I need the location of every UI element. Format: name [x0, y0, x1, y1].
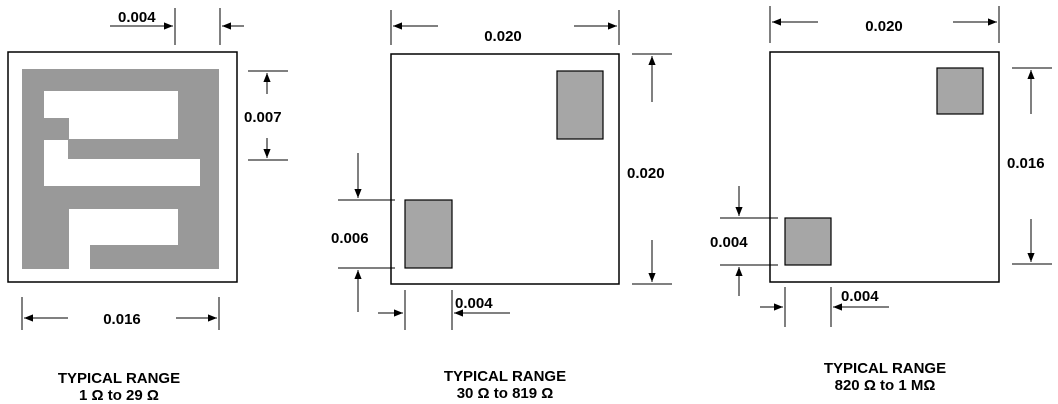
chip-3-pad-top-right	[936, 67, 984, 115]
chip-3-dim-bottom	[760, 287, 889, 327]
chip-2-dim-top-label: 0.020	[484, 28, 522, 45]
chip-3: 0.020 0.016 0.004 0.004 TYPICAL RANGE 82…	[710, 6, 1052, 394]
chip-1-dim-right-label: 0.007	[244, 109, 282, 126]
chip-2-caption-title: TYPICAL RANGE	[444, 368, 566, 385]
chip-1-dim-bottom	[21, 297, 220, 330]
chip-2-dim-top	[390, 10, 620, 45]
chip-1-serpentine-trace	[22, 69, 219, 269]
chip-2-dim-bottom	[378, 290, 510, 330]
chip-1: 0.004 0.007 0.016 TYPICAL RANGE 1 Ω to 2…	[7, 8, 288, 404]
chip-2-dim-right	[632, 53, 672, 285]
chip-2: 0.020 0.020 0.006 0.004 TYPICAL RANGE 30…	[331, 10, 672, 402]
chip-1-dim-right	[248, 70, 288, 161]
chip-3-pad-bottom-left	[784, 217, 832, 266]
chip-3-dim-left	[720, 186, 778, 296]
chip-1-caption-title: TYPICAL RANGE	[58, 370, 180, 387]
chip-2-dim-left	[338, 153, 395, 312]
chip-3-dim-right-label: 0.016	[1007, 155, 1045, 172]
chip-3-dim-top-label: 0.020	[865, 18, 903, 35]
chip-1-dim-bottom-label: 0.016	[103, 311, 141, 328]
chip-3-dim-right	[1012, 67, 1052, 265]
chip-3-dim-bottom-label: 0.004	[841, 288, 879, 305]
chip-3-dim-top	[769, 6, 1000, 43]
chip-2-pad-bottom-left	[404, 199, 453, 269]
chip-3-caption-title: TYPICAL RANGE	[824, 360, 946, 377]
chip-2-dim-left-label: 0.006	[331, 230, 369, 247]
chip-1-dim-top	[110, 8, 244, 45]
chip-1-caption-range: 1 Ω to 29 Ω	[79, 387, 159, 404]
chip-3-caption-range: 820 Ω to 1 MΩ	[835, 377, 936, 394]
chip-2-pad-top-right	[556, 70, 604, 140]
chip-2-caption-range: 30 Ω to 819 Ω	[457, 385, 554, 402]
chip-2-dim-right-label: 0.020	[627, 165, 665, 182]
chip-1-dim-top-label: 0.004	[118, 9, 156, 26]
chip-3-dim-left-label: 0.004	[710, 234, 748, 251]
chip-2-dim-bottom-label: 0.004	[455, 295, 493, 312]
